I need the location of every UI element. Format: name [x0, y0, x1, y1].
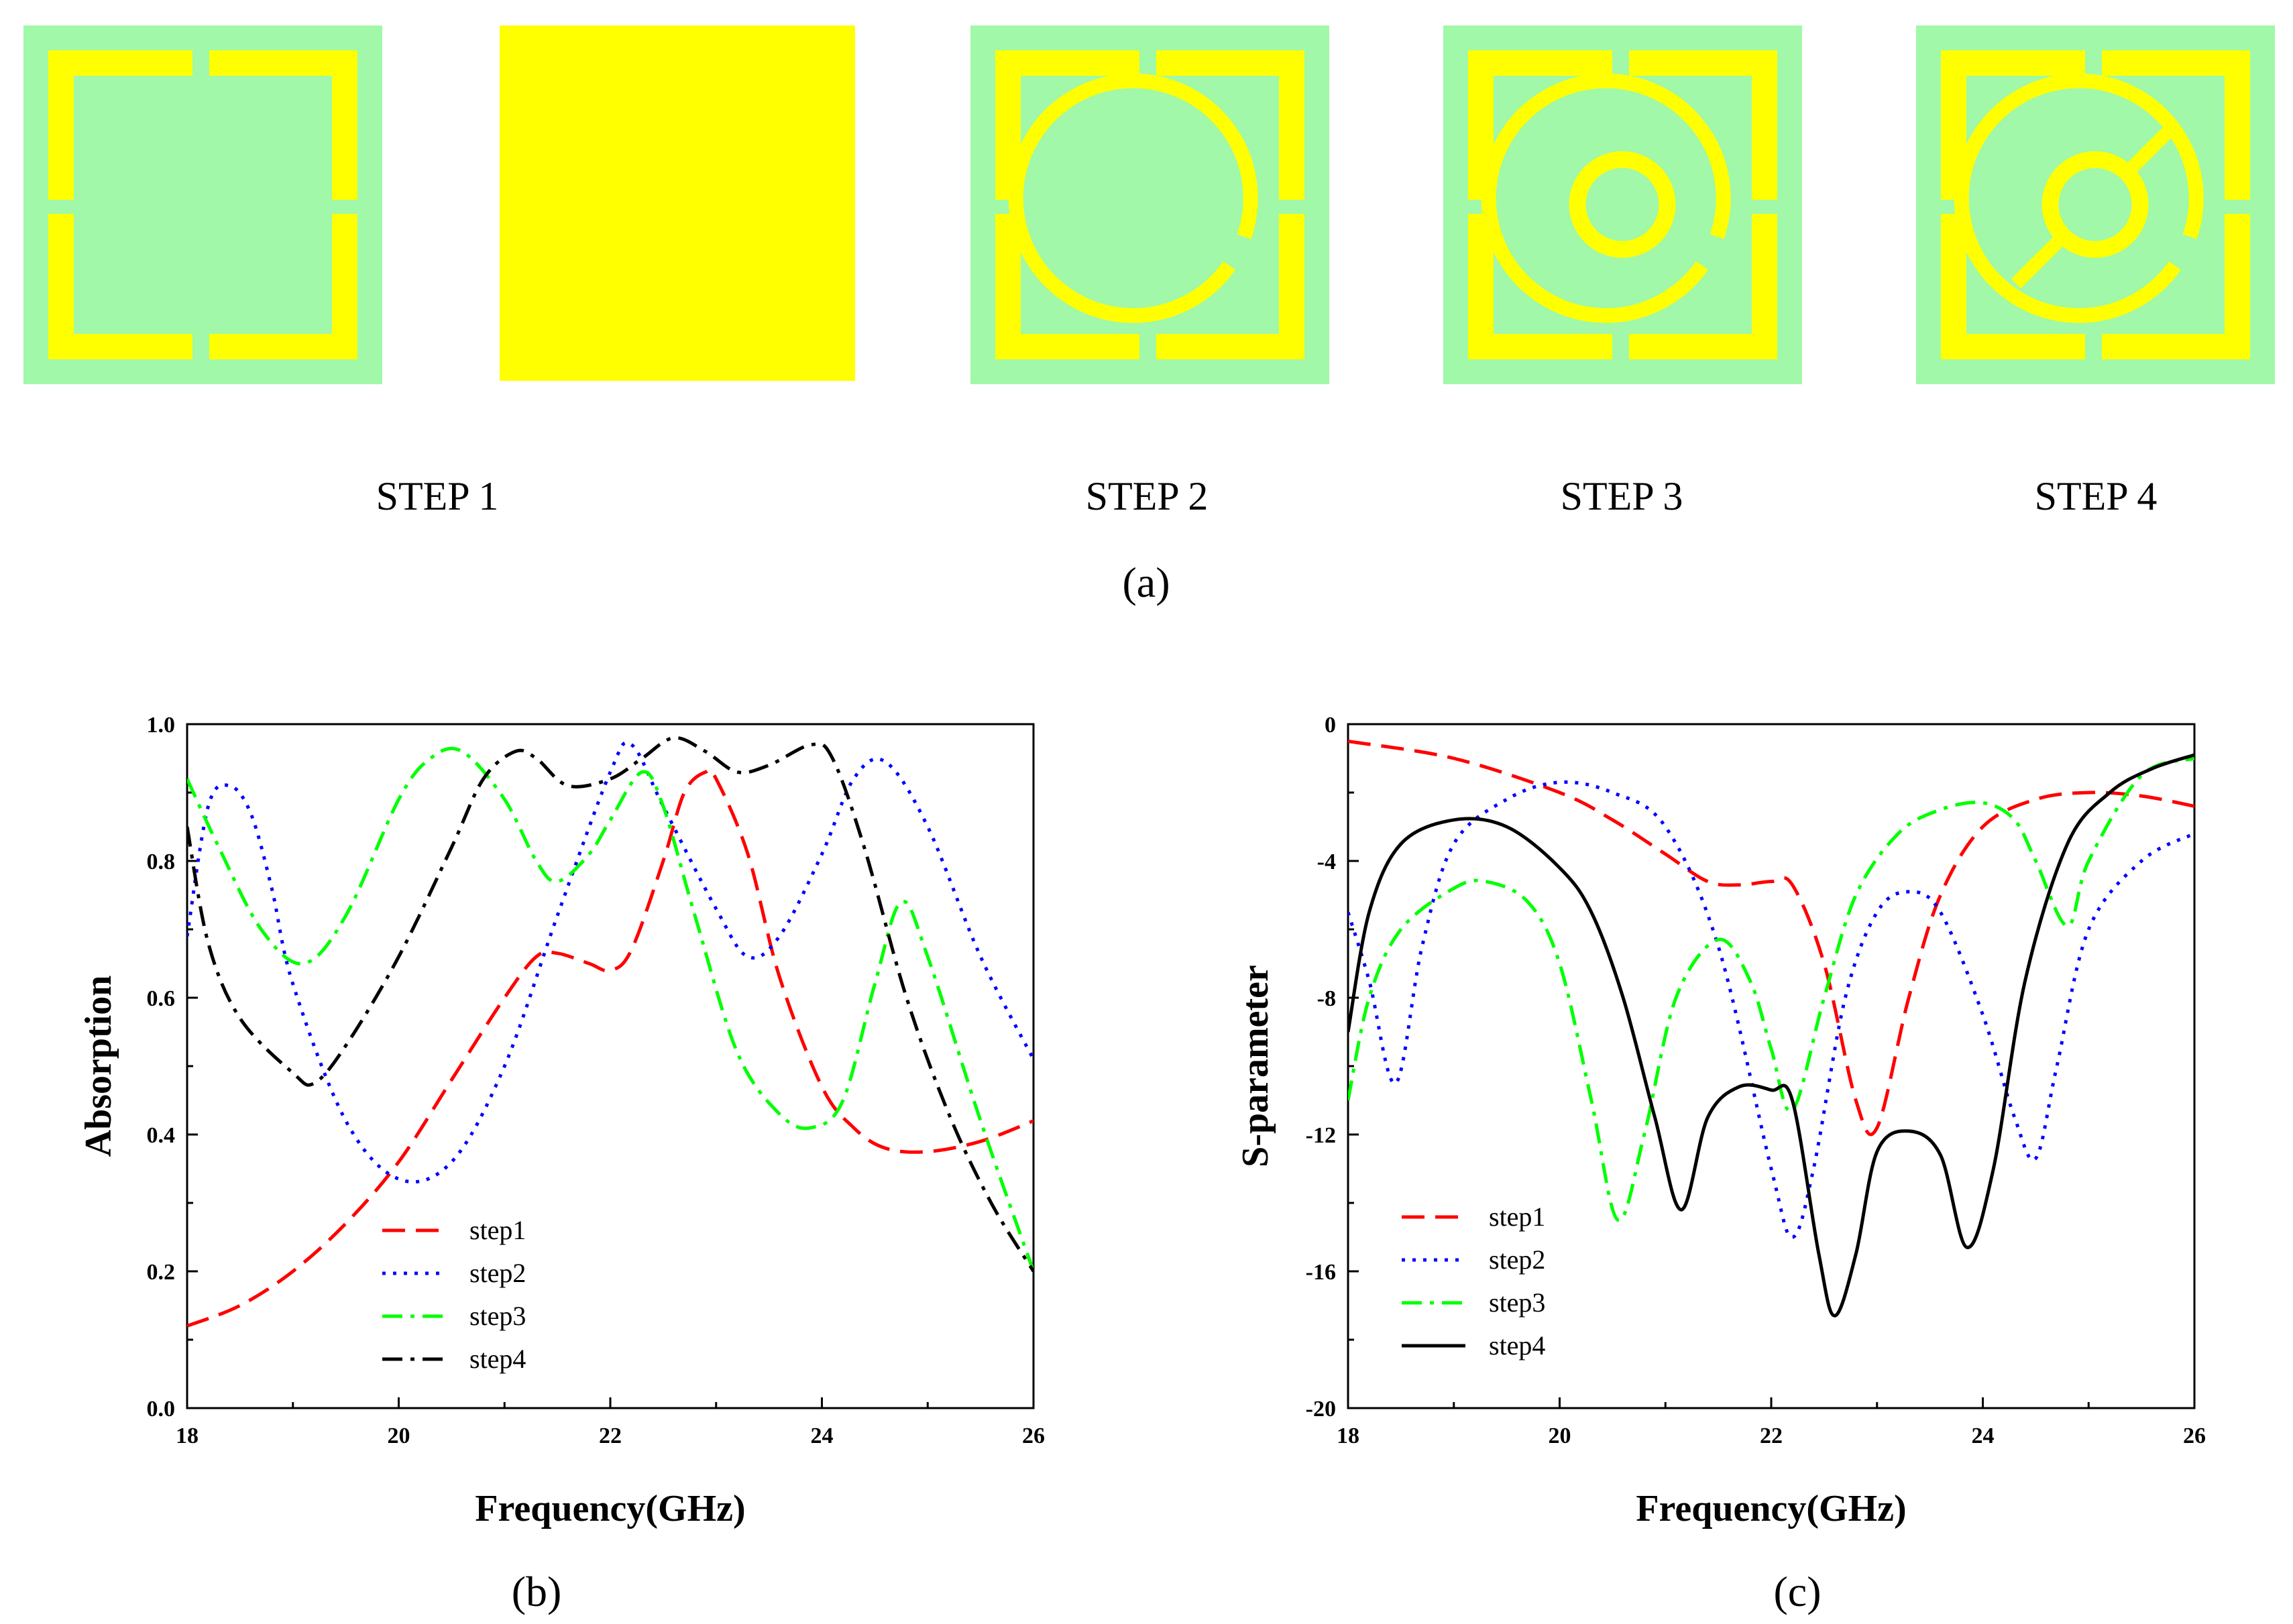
plot-frame-b [186, 723, 1035, 1409]
x-axis-title-c: Frequency(GHz) [1636, 1488, 1906, 1529]
y-tick-label-b: 0.6 [147, 986, 176, 1011]
panel-a-label: (a) [1122, 559, 1170, 606]
structure-step4-unit-cell [1916, 25, 2275, 384]
y-axis-title-b: Absorption [78, 976, 119, 1157]
y-tick-label-c: -12 [1306, 1123, 1336, 1148]
series-line-step2 [187, 740, 1033, 1184]
series-group-b [187, 736, 1033, 1328]
plot-frame-c [1347, 723, 2196, 1409]
legend-label-step3: step3 [1489, 1287, 1545, 1318]
panel-c: 18 20 22 24 260-4-8-12-16-20 Frequency(GHz) … [1235, 713, 2206, 1615]
y-tick-label-c: 0 [1325, 713, 1336, 738]
y-tick-label-b: 0.0 [147, 1397, 176, 1422]
legend-label-step4: step4 [1489, 1330, 1545, 1360]
series-line-step2 [1348, 780, 2194, 1239]
y-axis-title-c: S-parameter [1235, 965, 1276, 1167]
caption-step3: STEP 3 [1561, 474, 1683, 518]
legend-label-step1: step1 [469, 1215, 526, 1245]
x-axis-title-b: Frequency(GHz) [475, 1488, 745, 1529]
series-line-step4 [187, 736, 1033, 1273]
structure-step1-unit-cell [23, 25, 382, 384]
axis-ticks-b: 18 20 22 24 26 0.0 0.2 0.4 0.6 0.8 1.0 [147, 713, 1046, 1448]
x-tick-label-b: 22 [599, 1424, 622, 1448]
structure-step2-unit-cell [970, 25, 1329, 384]
series-line-step3 [1348, 756, 2194, 1222]
panel-a: STEP 1 STEP 2 STEP 3 STEP 4 (a) [23, 25, 2275, 606]
panel-c-label: (c) [1773, 1568, 1821, 1615]
legend-label-step1: step1 [1489, 1202, 1545, 1232]
x-tick-label-b: 24 [811, 1424, 834, 1448]
x-tick-label-c: 18 [1337, 1424, 1359, 1448]
series-line-step4 [1348, 753, 2194, 1318]
series-line-step3 [187, 746, 1033, 1272]
panel-b: 18 20 22 24 26 0.0 0.2 0.4 0.6 0.8 1.0 Frequency(G… [78, 713, 1045, 1615]
y-tick-label-c: -8 [1317, 986, 1336, 1011]
x-tick-label-b: 20 [388, 1424, 410, 1448]
axis-ticks-c: 18 20 22 24 26 0 -4 -8 -12 -16 -20 [1306, 713, 2206, 1448]
caption-step4: STEP 4 [2035, 474, 2158, 518]
x-tick-label-c: 24 [1972, 1424, 1995, 1448]
legend-c: step1 step2 step3 step4 [1402, 1202, 1545, 1360]
legend-label-step2: step2 [1489, 1244, 1545, 1275]
legend-b: step1 step2 step3 step4 [382, 1215, 526, 1374]
x-tick-label-b: 26 [1022, 1424, 1045, 1448]
panel-b-label: (b) [512, 1568, 562, 1615]
y-tick-label-b: 0.4 [147, 1123, 176, 1148]
series-line-step1 [1348, 740, 2194, 1137]
legend-label-step4: step4 [469, 1344, 526, 1374]
y-tick-label-b: 1.0 [147, 713, 176, 738]
caption-step1: STEP 1 [376, 474, 499, 518]
series-line-step1 [187, 768, 1033, 1328]
y-tick-label-c: -4 [1317, 850, 1336, 874]
structure-step3-unit-cell [1443, 25, 1802, 384]
y-tick-label-c: -16 [1306, 1260, 1336, 1285]
y-tick-label-c: -20 [1306, 1397, 1336, 1422]
series-group-c [1348, 740, 2194, 1318]
caption-step2: STEP 2 [1086, 474, 1209, 518]
x-tick-label-b: 18 [176, 1424, 199, 1448]
legend-label-step2: step2 [469, 1258, 526, 1288]
structure-ground-plane [500, 25, 855, 381]
y-tick-label-b: 0.2 [147, 1260, 176, 1285]
x-tick-label-c: 20 [1549, 1424, 1571, 1448]
x-tick-label-c: 26 [2183, 1424, 2206, 1448]
x-tick-label-c: 22 [1760, 1424, 1783, 1448]
y-tick-label-b: 0.8 [147, 850, 176, 874]
legend-label-step3: step3 [469, 1301, 526, 1331]
